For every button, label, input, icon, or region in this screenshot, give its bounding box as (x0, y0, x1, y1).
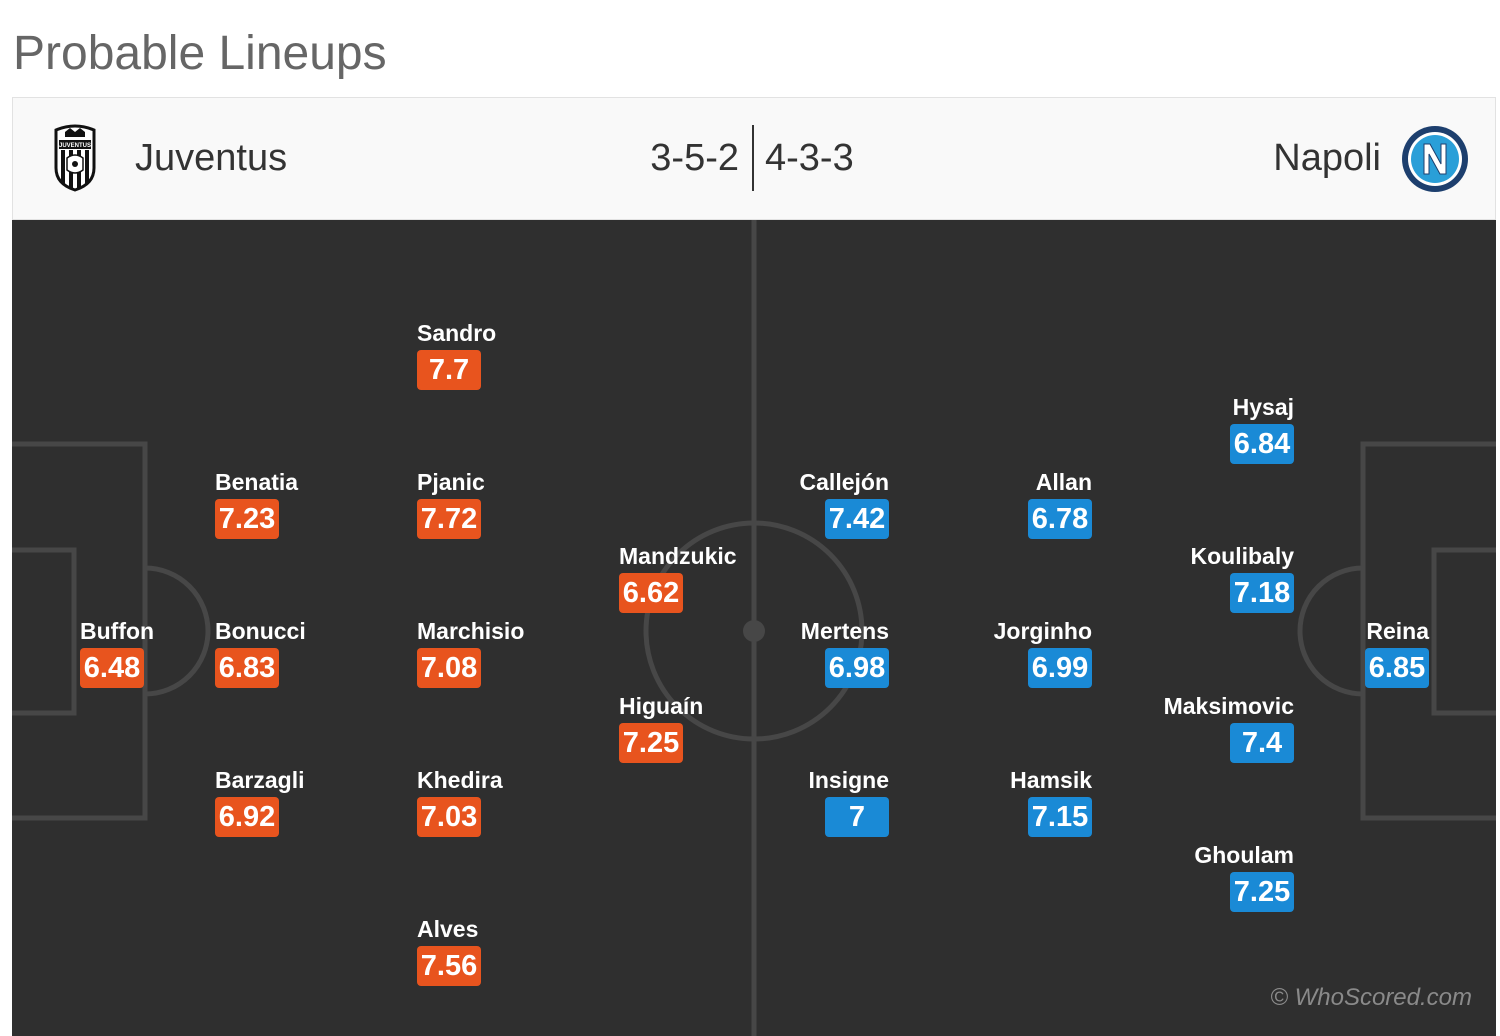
player-rating-badge: 6.85 (1365, 648, 1429, 688)
player-name[interactable]: Sandro (417, 320, 497, 346)
player-home-8[interactable]: Khedira 7.03 (417, 767, 577, 837)
player-rating-badge: 7.42 (825, 499, 889, 539)
home-formation: 3-5-2 (650, 137, 739, 179)
player-home-3[interactable]: Bonucci 6.83 (215, 618, 375, 688)
player-rating-badge: 6.92 (215, 797, 279, 837)
player-home-2[interactable]: Benatia 7.23 (215, 469, 375, 539)
player-away-7[interactable]: Hysaj 6.84 (1134, 394, 1294, 464)
player-name[interactable]: Callejón (799, 469, 889, 495)
player-away-10[interactable]: Ghoulam 7.25 (1134, 842, 1294, 912)
player-away-4[interactable]: Allan 6.78 (932, 469, 1092, 539)
player-home-5[interactable]: Sandro 7.7 (417, 320, 577, 390)
player-name[interactable]: Buffon (80, 618, 155, 644)
player-rating-badge: 6.78 (1028, 499, 1092, 539)
pitch: Buffon 6.48 Benatia 7.23 Bonucci 6.83 Barzagli… (12, 220, 1496, 1036)
player-rating-badge: 7 (825, 797, 889, 837)
player-name[interactable]: Barzagli (215, 767, 305, 793)
player-rating-badge: 7.56 (417, 946, 481, 986)
away-formation: 4-3-3 (765, 137, 854, 179)
player-away-3[interactable]: Insigne 7 (729, 767, 889, 837)
player-away-6[interactable]: Hamsik 7.15 (932, 767, 1092, 837)
player-home-10[interactable]: Mandzukic 6.62 (619, 543, 779, 613)
player-away-5[interactable]: Jorginho 6.99 (932, 618, 1092, 688)
player-name[interactable]: Marchisio (417, 618, 525, 644)
page-title: Probable Lineups (13, 27, 387, 80)
napoli-crest-icon[interactable] (1400, 124, 1470, 194)
player-rating-badge: 7.7 (417, 350, 481, 390)
player-rating-badge: 7.4 (1230, 723, 1294, 763)
player-name[interactable]: Koulibaly (1190, 543, 1294, 569)
player-name[interactable]: Pjanic (417, 469, 485, 495)
player-name[interactable]: Hysaj (1232, 394, 1294, 420)
player-name[interactable]: Allan (1035, 469, 1092, 495)
home-team-name[interactable]: Juventus (135, 137, 288, 179)
player-home-6[interactable]: Pjanic 7.72 (417, 469, 577, 539)
pitch-markings (12, 220, 1496, 1036)
player-name[interactable]: Khedira (417, 767, 503, 793)
player-home-11[interactable]: Higuaín 7.25 (619, 693, 779, 763)
player-rating-badge: 6.83 (215, 648, 279, 688)
player-name[interactable]: Insigne (808, 767, 889, 793)
player-rating-badge: 7.03 (417, 797, 481, 837)
player-rating-badge: 6.84 (1230, 424, 1294, 464)
player-away-9[interactable]: Maksimovic 7.4 (1134, 693, 1294, 763)
player-rating-badge: 6.62 (619, 573, 683, 613)
player-name[interactable]: Mandzukic (619, 543, 737, 569)
player-rating-badge: 7.18 (1230, 573, 1294, 613)
player-rating-badge: 7.23 (215, 499, 279, 539)
player-name[interactable]: Benatia (215, 469, 299, 495)
away-team-name[interactable]: Napoli (1273, 137, 1381, 179)
player-name[interactable]: Alves (417, 916, 479, 942)
watermark: © WhoScored.com (1270, 984, 1472, 1011)
svg-text:JUVENTUS: JUVENTUS (59, 143, 91, 149)
player-name[interactable]: Bonucci (215, 618, 306, 644)
player-rating-badge: 6.48 (80, 648, 144, 688)
player-name[interactable]: Reina (1366, 618, 1429, 644)
player-home-1[interactable]: Buffon 6.48 (80, 618, 240, 688)
player-name[interactable]: Ghoulam (1194, 842, 1294, 868)
player-rating-badge: 7.72 (417, 499, 481, 539)
player-rating-badge: 7.08 (417, 648, 481, 688)
juventus-crest-icon[interactable]: JUVENTUS (53, 124, 97, 192)
player-rating-badge: 6.98 (825, 648, 889, 688)
player-rating-badge: 7.25 (619, 723, 683, 763)
player-home-7[interactable]: Marchisio 7.08 (417, 618, 577, 688)
player-away-2[interactable]: Mertens 6.98 (729, 618, 889, 688)
player-name[interactable]: Hamsik (1010, 767, 1092, 793)
player-away-8[interactable]: Koulibaly 7.18 (1134, 543, 1294, 613)
player-rating-badge: 6.99 (1028, 648, 1092, 688)
player-away-11[interactable]: Reina 6.85 (1269, 618, 1429, 688)
player-rating-badge: 7.15 (1028, 797, 1092, 837)
player-home-4[interactable]: Barzagli 6.92 (215, 767, 375, 837)
player-name[interactable]: Maksimovic (1163, 693, 1294, 719)
formation-divider (752, 125, 754, 191)
player-name[interactable]: Higuaín (619, 693, 704, 719)
match-header: JUVENTUS Juventus 3-5-2 4-3-3 Napoli (12, 97, 1496, 220)
player-name[interactable]: Jorginho (993, 618, 1092, 644)
player-away-1[interactable]: Callejón 7.42 (729, 469, 889, 539)
player-home-9[interactable]: Alves 7.56 (417, 916, 577, 986)
player-name[interactable]: Mertens (800, 618, 889, 644)
player-rating-badge: 7.25 (1230, 872, 1294, 912)
